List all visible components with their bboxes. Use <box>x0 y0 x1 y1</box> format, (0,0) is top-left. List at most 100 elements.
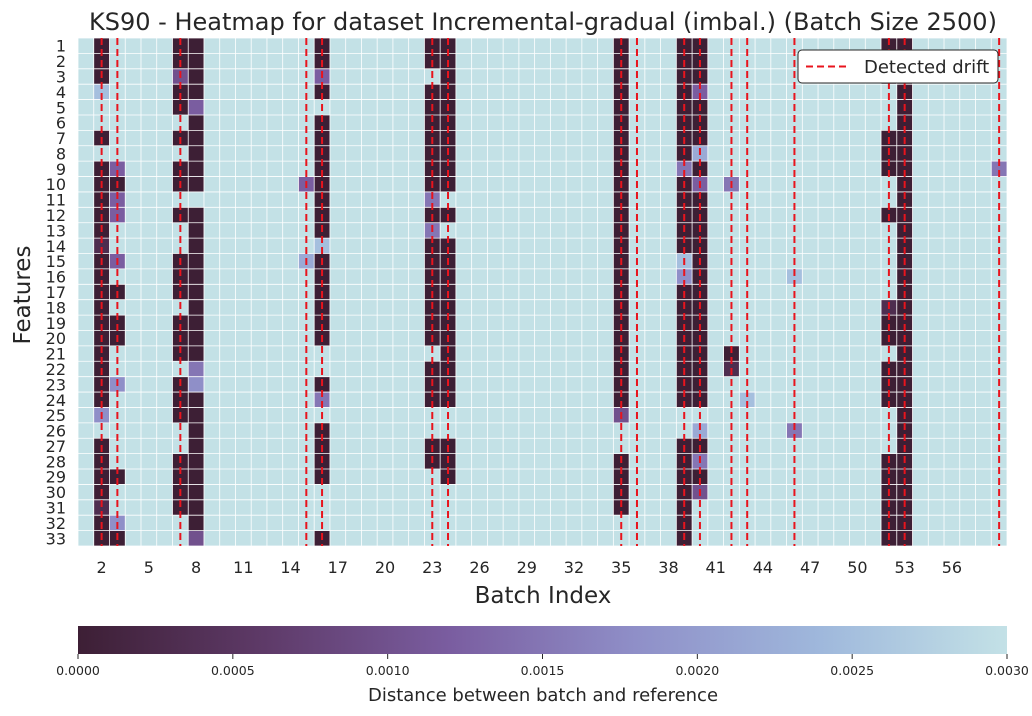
x-tick-label: 38 <box>658 558 678 577</box>
heatmap-cell <box>676 84 693 100</box>
x-tick-label: 50 <box>847 558 867 577</box>
heatmap-cell <box>440 238 456 254</box>
heatmap-cell <box>424 191 441 208</box>
drift-lines <box>100 38 1001 546</box>
heatmap-cell <box>424 392 441 408</box>
heatmap-cell <box>440 38 456 54</box>
heatmap-cell <box>93 38 110 54</box>
heatmap-cell <box>93 392 110 408</box>
heatmap-cell <box>188 469 204 485</box>
x-tick-label: 41 <box>706 558 726 577</box>
heatmap-cell <box>188 315 204 331</box>
heatmap-cell <box>93 469 110 485</box>
heatmap-cell <box>172 84 189 100</box>
heatmap-cell <box>314 191 330 208</box>
y-tick-label: 27 <box>46 437 66 456</box>
heatmap-cell <box>881 499 897 516</box>
heatmap-cell <box>613 191 630 208</box>
heatmap-cell <box>440 469 456 485</box>
heatmap-cell <box>440 345 456 362</box>
heatmap-cell <box>440 114 456 131</box>
heatmap-cell <box>188 345 204 362</box>
heatmap-cell <box>613 469 630 485</box>
heatmap-cell <box>613 114 630 131</box>
y-tick-label: 1 <box>56 37 66 56</box>
heatmap-cell <box>881 161 897 177</box>
y-tick-label: 31 <box>46 499 66 518</box>
heatmap-cell <box>676 315 693 331</box>
heatmap-cell <box>424 315 441 331</box>
heatmap-cell <box>613 345 630 362</box>
heatmap-cell <box>314 238 330 254</box>
heatmap-cell <box>613 38 630 54</box>
heatmap-cell <box>881 315 897 331</box>
heatmap-cell <box>676 238 693 254</box>
colorbar-tick-label: 0.0005 <box>211 663 255 678</box>
y-tick-label: 32 <box>46 514 66 533</box>
x-tick-label: 23 <box>422 558 442 577</box>
heatmap-cell <box>692 238 708 254</box>
heatmap-cell <box>172 499 189 516</box>
heatmap-cell <box>424 38 441 54</box>
heatmap-cell <box>692 422 708 439</box>
x-tick-label: 11 <box>233 558 253 577</box>
heatmap-cell <box>991 161 1007 177</box>
colorbar-tick-label: 0.0030 <box>985 663 1029 678</box>
heatmap-cell <box>896 315 913 331</box>
heatmap-cell <box>440 161 456 177</box>
y-tick-label: 8 <box>56 144 66 163</box>
y-tick-label: 17 <box>46 283 66 302</box>
heatmap-cell <box>188 453 204 470</box>
y-tick-label: 21 <box>46 345 66 364</box>
x-tick-label: 14 <box>280 558 300 577</box>
y-tick-label: 23 <box>46 375 66 394</box>
heatmap-cell <box>93 268 110 285</box>
heatmap-cell <box>188 238 204 254</box>
heatmap-cell <box>896 84 913 100</box>
heatmap-cell <box>692 469 708 485</box>
colorbar-tick-label: 0.0025 <box>830 663 874 678</box>
heatmap-cell <box>109 191 126 208</box>
x-tick-label: 53 <box>894 558 914 577</box>
y-tick-label: 6 <box>56 114 66 133</box>
heatmap-cell <box>188 407 204 423</box>
heatmap-cell <box>786 268 803 285</box>
cell-grid <box>77 37 1008 547</box>
y-tick-label: 24 <box>46 391 66 410</box>
heatmap-cell <box>93 315 110 331</box>
heatmap-cell <box>188 222 204 239</box>
heatmap-cell <box>896 161 913 177</box>
heatmap-cell <box>188 438 204 454</box>
heatmap-cell <box>692 191 708 208</box>
heatmap-cell <box>896 392 913 408</box>
x-tick-label: 35 <box>611 558 631 577</box>
heatmap-cell <box>896 499 913 516</box>
heatmap-cell <box>188 253 204 269</box>
heatmap-cell <box>188 207 204 223</box>
heatmap-cell <box>172 345 189 362</box>
heatmap-cell <box>172 38 189 54</box>
y-tick-label: 16 <box>46 268 66 287</box>
heatmap-cell <box>314 84 330 100</box>
heatmap-cell <box>440 315 456 331</box>
heatmap-cell <box>188 145 204 162</box>
x-tick-label: 2 <box>97 558 107 577</box>
y-tick-label: 7 <box>56 129 66 148</box>
heatmap-cell <box>896 191 913 208</box>
y-tick-label: 25 <box>46 406 66 425</box>
heatmap-cell <box>881 469 897 485</box>
heatmap-cell <box>172 315 189 331</box>
x-tick-label: 29 <box>517 558 537 577</box>
heatmap-cell <box>676 268 693 285</box>
heatmap-cell <box>739 392 756 408</box>
y-tick-label: 18 <box>46 298 66 317</box>
heatmap-cell <box>188 515 204 531</box>
heatmap-cell <box>424 268 441 285</box>
heatmap-cell <box>676 191 693 208</box>
y-tick-label: 22 <box>46 360 66 379</box>
heatmap-cell <box>188 530 204 546</box>
heatmap-cell <box>613 161 630 177</box>
heatmap-cell <box>314 268 330 285</box>
heatmap-cell <box>188 38 204 54</box>
